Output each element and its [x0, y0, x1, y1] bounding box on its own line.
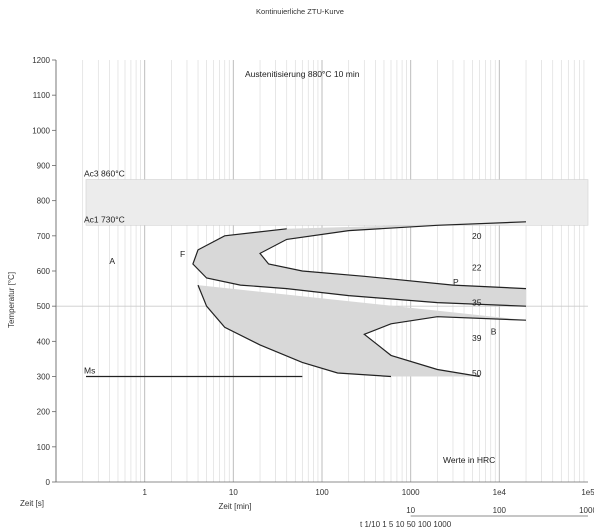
y-tick-label: 100: [37, 443, 51, 452]
x-tick-label: 1: [142, 488, 147, 497]
x-tick-label: 1e4: [493, 488, 507, 497]
x-seconds-tick-label: 1000: [579, 506, 594, 515]
y-tick-label: 400: [37, 337, 51, 346]
y-tick-label: 900: [37, 162, 51, 171]
hardness-value: 35: [472, 298, 482, 308]
hardness-note: Werte in HRC: [443, 455, 495, 465]
y-tick-label: 200: [37, 408, 51, 417]
x-tick-label: 1000: [402, 488, 420, 497]
y-tick-label: 800: [37, 197, 51, 206]
annotations: Ac3 860°C Ac1 730°C Ms F P B A 20 22 35 39 50: [84, 169, 497, 378]
x-axis: 1 10 100 1000 1e4 1e5 10 100 1000: [56, 481, 594, 517]
transformation-curves: [192, 221, 527, 378]
level-bands: [85, 179, 589, 378]
y-tick-label: 1200: [32, 56, 50, 65]
x-tick-label: 10: [229, 488, 238, 497]
bottom-scale-note: t 1/10 1 5 10 50 100 1000: [360, 520, 452, 529]
region-label-p: P: [453, 277, 459, 287]
hardness-value: 39: [472, 333, 482, 343]
x-seconds-tick-label: 100: [493, 506, 507, 515]
curve-bainite-end: [363, 316, 527, 378]
y-tick-label: 500: [37, 302, 51, 311]
hardness-value: 50: [472, 368, 482, 378]
hardness-value: 20: [472, 231, 482, 241]
ferrite-pearlite-region: [192, 221, 526, 307]
y-tick-label: 1000: [32, 126, 50, 135]
x-tick-label: 100: [315, 488, 329, 497]
y-tick-label: 1100: [33, 91, 51, 100]
y-tick-label: 700: [37, 232, 51, 241]
region-label-f: F: [180, 249, 185, 259]
x-tick-label: 1e5: [581, 488, 594, 497]
y-tick-label: 0: [46, 478, 51, 487]
region-label-a: A: [109, 256, 115, 266]
curve-bainite-start: [197, 284, 392, 378]
region-label-b: B: [491, 326, 497, 336]
transformation-regions: [192, 221, 526, 377]
austenite-band: [85, 179, 589, 226]
x-axis-label: Zeit [min]: [219, 502, 252, 511]
bainite-region: [198, 285, 526, 377]
y-tick-label: 600: [37, 267, 51, 276]
chart-subtitle: Austenitisierung 880°C 10 min: [245, 69, 360, 79]
curve-ferrite-start: [192, 228, 527, 307]
hardness-value: 22: [472, 262, 482, 272]
level-label-ms: Ms: [84, 366, 95, 376]
curve-pearlite-end: [259, 221, 527, 290]
x-seconds-tick-label: 10: [406, 506, 415, 515]
chart-title: Kontinuierliche ZTU-Kurve: [256, 7, 344, 16]
level-label-ac3: Ac3 860°C: [84, 169, 125, 179]
time-unit-label: Zeit [s]: [20, 499, 44, 508]
y-axis: 0 100 200 300 400 500 600 700 800 900 1000 1100 1200: [32, 56, 57, 487]
y-tick-label: 300: [37, 373, 51, 382]
y-axis-label: Temperatur [°C]: [7, 272, 16, 328]
grid-lines: [55, 60, 588, 482]
level-label-ac1: Ac1 730°C: [84, 214, 125, 224]
